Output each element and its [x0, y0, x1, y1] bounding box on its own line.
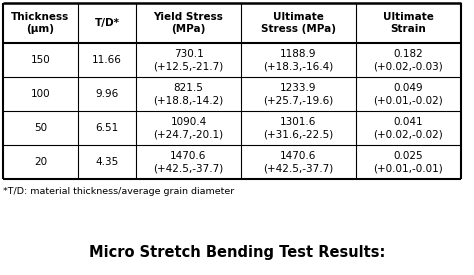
Text: T/D*: T/D* — [94, 18, 119, 28]
Text: 1233.9
(+25.7,-19.6): 1233.9 (+25.7,-19.6) — [264, 83, 334, 105]
Text: Ultimate
Strain: Ultimate Strain — [383, 12, 434, 34]
Text: 150: 150 — [31, 55, 50, 65]
Text: 0.049
(+0.01,-0.02): 0.049 (+0.01,-0.02) — [374, 83, 443, 105]
Text: 6.51: 6.51 — [95, 123, 118, 133]
Text: 1470.6
(+42.5,-37.7): 1470.6 (+42.5,-37.7) — [154, 151, 224, 173]
Text: 1188.9
(+18.3,-16.4): 1188.9 (+18.3,-16.4) — [264, 49, 334, 71]
Text: 1470.6
(+42.5,-37.7): 1470.6 (+42.5,-37.7) — [264, 151, 334, 173]
Text: 0.025
(+0.01,-0.01): 0.025 (+0.01,-0.01) — [374, 151, 443, 173]
Text: 821.5
(+18.8,-14.2): 821.5 (+18.8,-14.2) — [154, 83, 224, 105]
Text: Thickness
(μm): Thickness (μm) — [11, 12, 70, 34]
Text: 1090.4
(+24.7,-20.1): 1090.4 (+24.7,-20.1) — [154, 117, 224, 139]
Text: 4.35: 4.35 — [95, 157, 118, 167]
Text: 11.66: 11.66 — [92, 55, 122, 65]
Text: 50: 50 — [34, 123, 47, 133]
Text: 0.182
(+0.02,-0.03): 0.182 (+0.02,-0.03) — [374, 49, 443, 71]
Text: *T/D: material thickness/average grain diameter: *T/D: material thickness/average grain d… — [3, 187, 234, 196]
Text: 100: 100 — [31, 89, 50, 99]
Text: Ultimate
Stress (MPa): Ultimate Stress (MPa) — [261, 12, 336, 34]
Text: 20: 20 — [34, 157, 47, 167]
Text: 730.1
(+12.5,-21.7): 730.1 (+12.5,-21.7) — [154, 49, 224, 71]
Text: Yield Stress
(MPa): Yield Stress (MPa) — [154, 12, 223, 34]
Text: Micro Stretch Bending Test Results:: Micro Stretch Bending Test Results: — [89, 246, 385, 260]
Text: 1301.6
(+31.6,-22.5): 1301.6 (+31.6,-22.5) — [264, 117, 334, 139]
Text: 9.96: 9.96 — [95, 89, 118, 99]
Text: 0.041
(+0.02,-0.02): 0.041 (+0.02,-0.02) — [374, 117, 443, 139]
